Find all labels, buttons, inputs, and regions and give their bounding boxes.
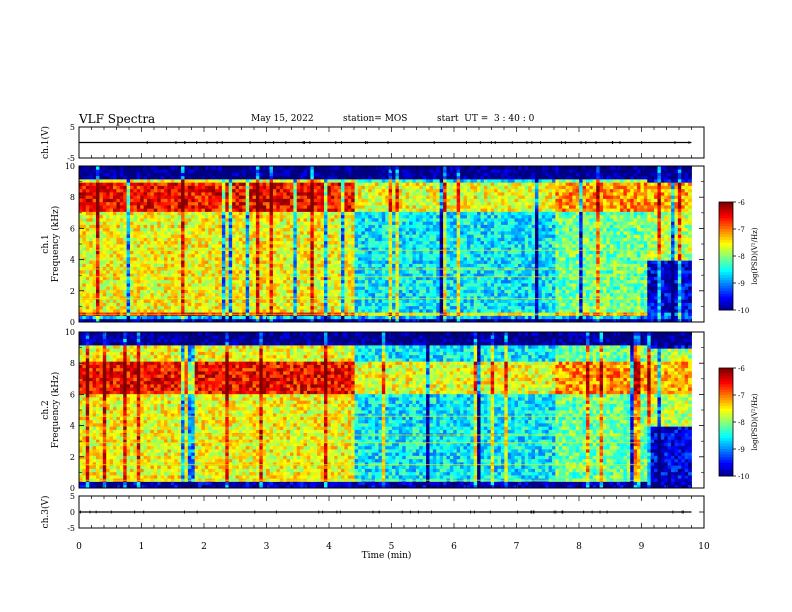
- colorbar: -6 -7 -8 -9 -10 log(PSD)(V²/Hz): [718, 365, 759, 481]
- y-axis-label: ch.3(V): [40, 496, 51, 529]
- panel-ch3-waveform: 5 0 -5 ch.3(V): [40, 492, 705, 533]
- x-tick-label: 2: [201, 542, 207, 552]
- panel-ch1-spectrogram: -6 -7 -8 -9 -10 log(PSD)(V²/Hz) 0 2 4 6 8 10 ch.1 Fre…: [41, 162, 759, 327]
- x-axis-label: Time (min): [362, 550, 412, 561]
- x-tick-label: 9: [639, 542, 645, 552]
- x-tick-label: 7: [514, 542, 520, 552]
- colorbar: -6 -7 -8 -9 -10 log(PSD)(V²/Hz): [718, 199, 759, 315]
- y-tick-label: 10: [65, 328, 75, 337]
- x-tick-label: 3: [264, 542, 270, 552]
- x-axis: 0 1 2 3 4 5 6 7 8 9 10 Time (min): [76, 542, 710, 561]
- station-label: station= MOS: [343, 114, 408, 124]
- spectrogram-image: [79, 166, 692, 323]
- y-axis-label: Frequency (kHz): [50, 372, 61, 449]
- waveform-trace: [79, 510, 692, 514]
- start-time-label: start UT = 3 : 40 : 0: [437, 114, 535, 124]
- chart-title: VLF Spectra: [79, 112, 156, 126]
- y-tick-label: 4: [70, 422, 75, 431]
- y-axis-label: ch.1: [41, 234, 51, 253]
- y-axis-label: ch.1(V): [40, 126, 51, 159]
- y-tick-label: 5: [70, 123, 75, 132]
- x-tick-label: 4: [326, 542, 332, 552]
- y-tick-label: 6: [70, 224, 75, 233]
- colorbar-tick-label: -9: [738, 446, 745, 454]
- y-tick-label: -5: [67, 154, 75, 163]
- colorbar-tick-label: -7: [738, 392, 745, 400]
- colorbar-tick-label: -8: [738, 419, 745, 427]
- y-tick-label: 10: [65, 162, 75, 171]
- y-tick-label: 6: [70, 390, 75, 399]
- y-tick-label: 8: [70, 359, 75, 368]
- colorbar-label: log(PSD)(V²/Hz): [751, 227, 759, 284]
- colorbar-tick-label: -10: [738, 473, 749, 481]
- y-tick-label: -5: [67, 524, 75, 533]
- colorbar-tick-label: -9: [738, 280, 745, 288]
- y-tick-label: 2: [70, 287, 75, 296]
- y-tick-label: 0: [70, 318, 75, 327]
- panel-ch1-waveform: 5 -5 ch.1(V): [40, 123, 705, 163]
- x-tick-label: 0: [76, 542, 82, 552]
- y-tick-label: 5: [70, 492, 75, 501]
- y-axis-label: Frequency (kHz): [50, 206, 61, 283]
- y-tick-label: 0: [70, 508, 75, 517]
- x-tick-label: 10: [698, 542, 710, 552]
- y-tick-label: 0: [70, 484, 75, 493]
- date-label: May 15, 2022: [251, 114, 314, 124]
- colorbar-label: log(PSD)(V²/Hz): [751, 393, 759, 450]
- colorbar-tick-label: -6: [738, 199, 745, 207]
- x-tick-label: 6: [451, 542, 457, 552]
- colorbar-tick-label: -6: [738, 365, 745, 373]
- colorbar-tick-label: -10: [738, 307, 749, 315]
- y-tick-label: 2: [70, 453, 75, 462]
- x-tick-label: 1: [139, 542, 145, 552]
- x-tick-label: 8: [576, 542, 582, 552]
- spectrogram-image: [79, 332, 692, 489]
- colorbar-tick-label: -7: [738, 226, 745, 234]
- colorbar-tick-label: -8: [738, 253, 745, 261]
- panel-ch2-spectrogram: -6 -7 -8 -9 -10 log(PSD)(V²/Hz) 0 2 4 6 8 10 ch.2 Fre…: [41, 328, 759, 493]
- y-tick-label: 4: [70, 256, 75, 265]
- x-tick-label: 5: [389, 542, 395, 552]
- waveform-trace: [79, 141, 692, 144]
- y-tick-label: 8: [70, 193, 75, 202]
- y-axis-label: ch.2: [41, 400, 51, 419]
